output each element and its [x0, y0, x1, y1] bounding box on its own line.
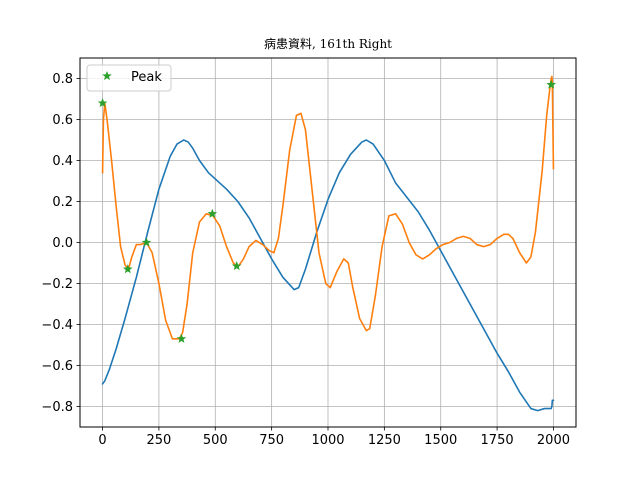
x-tick-label: 1000 — [311, 433, 344, 448]
peak-marker — [123, 264, 133, 274]
ticks: 0 250 500 750 1000 1250 1500 1750 2000 −0.8 −0.6 −0… — [41, 72, 570, 448]
peak-marker — [97, 98, 108, 108]
y-tick-label: 0.0 — [52, 236, 73, 251]
series-layer — [97, 75, 556, 412]
x-tick-label: 1750 — [481, 433, 514, 448]
x-tick-label: 2000 — [537, 433, 570, 448]
legend-marker-peak — [102, 70, 112, 81]
y-tick-label: −0.6 — [41, 359, 73, 374]
x-tick-label: 1250 — [368, 433, 401, 448]
series-line-orange — [101, 75, 555, 340]
series-line-blue — [101, 139, 555, 412]
peak-marker — [231, 261, 242, 271]
peak-marker — [141, 237, 152, 247]
x-tick-label: 250 — [146, 433, 171, 448]
legend: Peak — [86, 64, 172, 92]
y-tick-label: 0.2 — [52, 195, 73, 210]
x-tick-label: 0 — [98, 433, 106, 448]
grid — [80, 58, 576, 427]
x-tick-label: 750 — [259, 433, 284, 448]
chart-title: 病患資料, 161th Right — [264, 36, 392, 51]
y-tick-label: 0.4 — [52, 154, 73, 169]
legend-box — [86, 64, 172, 92]
y-tick-label: −0.8 — [41, 400, 73, 415]
peak-marker — [207, 208, 218, 218]
y-tick-label: 0.6 — [52, 113, 73, 128]
x-tick-label: 1500 — [424, 433, 457, 448]
y-tick-label: −0.4 — [41, 318, 73, 333]
x-tick-label: 500 — [203, 433, 228, 448]
legend-label-peak: Peak — [131, 70, 162, 85]
peak-marker — [546, 79, 556, 89]
y-tick-label: −0.2 — [41, 277, 73, 292]
y-tick-label: 0.8 — [52, 72, 73, 87]
peak-marker — [176, 333, 187, 343]
